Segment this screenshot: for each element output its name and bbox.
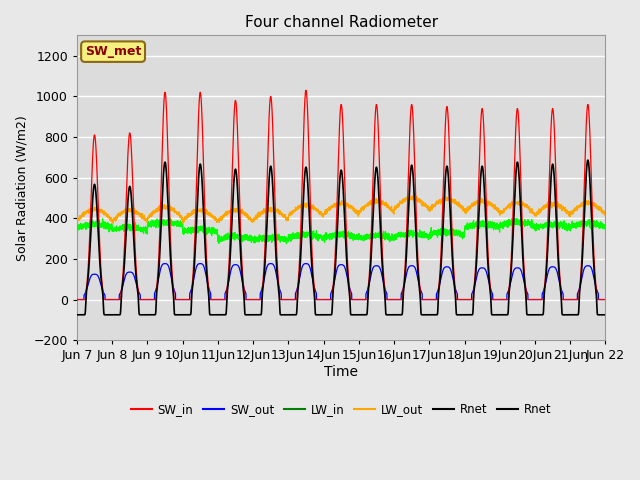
SW_in <box>460 297 467 302</box>
SW_out <box>490 297 497 302</box>
Y-axis label: Solar Radiation (W/m2): Solar Radiation (W/m2) <box>15 115 28 261</box>
LW_in <box>73 224 81 229</box>
LW_in <box>460 232 467 238</box>
Line: SW_out: SW_out <box>77 264 605 300</box>
LW_in <box>322 236 330 241</box>
LW_in <box>283 241 291 247</box>
SW_in <box>73 297 81 302</box>
Rnet <box>584 157 591 163</box>
Rnet <box>168 276 176 282</box>
SW_out <box>73 297 81 302</box>
X-axis label: Time: Time <box>324 365 358 379</box>
Rnet <box>490 312 497 318</box>
LW_out <box>408 193 416 199</box>
SW_in <box>321 297 329 302</box>
Rnet <box>460 312 467 318</box>
LW_out <box>602 212 609 218</box>
SW_out <box>601 297 609 302</box>
SW_out <box>602 297 609 302</box>
SW_out <box>168 279 176 285</box>
SW_in <box>168 267 176 273</box>
SW_out <box>321 297 329 302</box>
Rnet <box>430 312 438 318</box>
LW_in <box>431 229 438 235</box>
SW_out <box>460 297 467 302</box>
Line: Rnet: Rnet <box>77 160 605 315</box>
Rnet <box>601 312 609 318</box>
SW_in <box>490 297 497 302</box>
LW_out <box>168 205 176 211</box>
Line: LW_out: LW_out <box>77 196 605 223</box>
LW_out <box>601 212 609 218</box>
LW_out <box>179 220 187 226</box>
SW_in <box>431 297 438 302</box>
LW_in <box>490 227 497 233</box>
Text: SW_met: SW_met <box>85 45 141 58</box>
Rnet <box>602 312 609 318</box>
SW_out <box>431 297 438 302</box>
LW_in <box>601 222 609 228</box>
SW_out <box>161 261 169 266</box>
Line: SW_in: SW_in <box>77 90 605 300</box>
Rnet <box>321 312 329 318</box>
SW_in <box>602 297 609 302</box>
Rnet <box>73 312 81 318</box>
LW_out <box>460 206 467 212</box>
LW_out <box>321 207 329 213</box>
SW_in <box>302 87 310 93</box>
LW_out <box>490 205 497 211</box>
LW_in <box>168 220 176 226</box>
Line: LW_in: LW_in <box>77 218 605 244</box>
Title: Four channel Radiometer: Four channel Radiometer <box>244 15 438 30</box>
LW_in <box>166 216 173 221</box>
Legend: SW_in, SW_out, LW_in, LW_out, Rnet, Rnet: SW_in, SW_out, LW_in, LW_out, Rnet, Rnet <box>126 398 557 420</box>
LW_out <box>73 217 81 223</box>
LW_out <box>431 203 438 209</box>
LW_in <box>602 224 609 230</box>
SW_in <box>601 297 609 302</box>
